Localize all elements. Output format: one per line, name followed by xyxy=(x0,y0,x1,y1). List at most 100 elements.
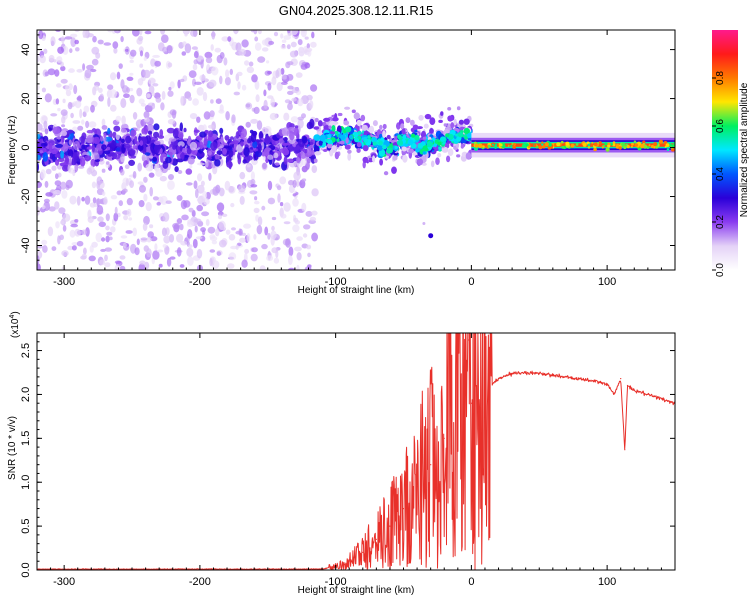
spectrogram-cell xyxy=(167,62,173,68)
spectrogram-cell xyxy=(271,216,277,221)
spectrogram-cell xyxy=(252,141,258,149)
spectrogram-cell xyxy=(91,241,98,248)
spectrogram-cell xyxy=(88,121,97,128)
spectrogram-cell xyxy=(297,39,303,46)
spectrogram-cell xyxy=(307,158,311,164)
spectrogram-cell xyxy=(62,45,69,55)
spectrogram-cell xyxy=(231,140,239,145)
spectrogram-cell xyxy=(233,30,239,35)
spectrogram-cell xyxy=(107,84,114,90)
spectrogram-cell xyxy=(361,124,368,131)
spectrogram-cell xyxy=(214,153,220,160)
spectrogram-cell xyxy=(314,117,319,123)
spectrogram-cell xyxy=(259,265,266,270)
spectrogram-cell xyxy=(72,152,78,160)
spectrogram-cell xyxy=(593,142,598,147)
spectrogram-x-tick-label: -200 xyxy=(189,276,211,288)
spectrogram-cell xyxy=(148,85,155,94)
spectrogram-cell xyxy=(267,180,273,191)
spectrogram-cell xyxy=(223,57,228,66)
spectrogram-cell xyxy=(124,164,130,169)
spectrogram-cell xyxy=(250,171,255,181)
spectrogram-cell xyxy=(144,152,151,156)
spectrogram-cell xyxy=(248,61,254,67)
spectrogram-cell xyxy=(239,237,246,243)
spectrogram-cell xyxy=(203,111,211,120)
snr-point xyxy=(579,378,581,380)
spectrogram-cell xyxy=(73,140,80,151)
spectrogram-cell xyxy=(441,146,449,153)
spectrogram-cell xyxy=(176,247,182,257)
spectrogram-cell xyxy=(279,176,287,185)
spectrogram-cell xyxy=(561,145,565,149)
spectrogram-cell xyxy=(114,264,121,270)
spectrogram-cell xyxy=(280,67,285,75)
spectrogram-cell xyxy=(118,63,123,69)
spectrogram-cell xyxy=(132,227,137,237)
spectrogram-cell xyxy=(189,141,198,151)
spectrogram-cell xyxy=(463,118,470,125)
spectrogram-cell xyxy=(196,248,203,259)
spectrogram-cell xyxy=(219,75,223,85)
spectrogram-cell xyxy=(161,227,167,237)
spectrogram-cell xyxy=(122,188,128,193)
spectrogram-cell xyxy=(328,125,332,129)
spectrogram-cell xyxy=(291,97,297,102)
spectrogram-cell xyxy=(405,117,411,124)
spectrogram-cell xyxy=(229,68,233,75)
spectrogram-cell xyxy=(110,104,117,112)
spectrogram-cell xyxy=(59,181,67,190)
spectrogram-cell xyxy=(104,247,113,252)
spectrogram-cell xyxy=(401,150,407,156)
spectrogram-cell xyxy=(152,149,156,156)
spectrogram-cell xyxy=(155,97,162,103)
spectrogram-y-label: Frequency (Hz) xyxy=(7,116,18,185)
spectrogram-cell xyxy=(437,141,442,146)
spectrogram-cell xyxy=(91,152,100,160)
spectrogram-cell xyxy=(556,142,561,147)
spectrogram-cell xyxy=(280,213,287,219)
spectrogram-cell xyxy=(296,264,300,270)
spectrogram-cell xyxy=(196,204,203,212)
spectrogram-cell xyxy=(183,127,187,133)
spectrogram-cell xyxy=(67,23,73,30)
spectrogram-cell xyxy=(81,144,85,150)
spectrogram-cell xyxy=(456,154,461,158)
spectrogram-cell xyxy=(44,180,49,188)
spectrogram-cell xyxy=(81,119,85,125)
spectrogram-cell xyxy=(152,250,160,260)
spectrogram-cell xyxy=(547,146,552,150)
spectrogram-cell xyxy=(65,155,69,165)
spectrogram-cell xyxy=(120,127,127,133)
spectrogram-cell xyxy=(282,148,290,156)
spectrogram-cell xyxy=(474,143,479,148)
spectrogram-cell xyxy=(292,179,297,188)
spectrogram-cell xyxy=(118,200,124,207)
spectrogram-cell xyxy=(106,231,113,236)
spectrogram-cell xyxy=(72,120,81,124)
spectrogram-cell xyxy=(440,111,444,116)
spectrogram-cell xyxy=(228,160,232,170)
spectrogram-cell xyxy=(224,76,231,86)
spectrogram-cell xyxy=(548,143,552,147)
spectrogram-cell xyxy=(463,127,470,135)
spectrogram-cell xyxy=(428,233,434,239)
spectrogram-cell xyxy=(42,152,48,162)
spectrogram-cell xyxy=(83,105,90,113)
spectrogram-cell xyxy=(310,41,317,48)
spectrogram-cell xyxy=(533,144,537,148)
spectrogram-cell xyxy=(289,50,298,58)
spectrogram-cell xyxy=(224,135,230,141)
spectrogram-cell xyxy=(203,198,210,205)
spectrogram-cell xyxy=(311,31,315,39)
spectrogram-cell xyxy=(225,111,230,121)
spectrogram-cell xyxy=(105,161,110,165)
spectrogram-cell xyxy=(228,234,236,241)
spectrogram-cell xyxy=(458,119,464,125)
spectrogram-cell xyxy=(172,222,181,230)
spectrogram-cell xyxy=(422,151,426,155)
spectrogram-cell xyxy=(196,116,201,123)
spectrogram-cell xyxy=(136,124,140,132)
spectrogram-cell xyxy=(103,150,111,155)
spectrogram-cell xyxy=(74,39,79,45)
